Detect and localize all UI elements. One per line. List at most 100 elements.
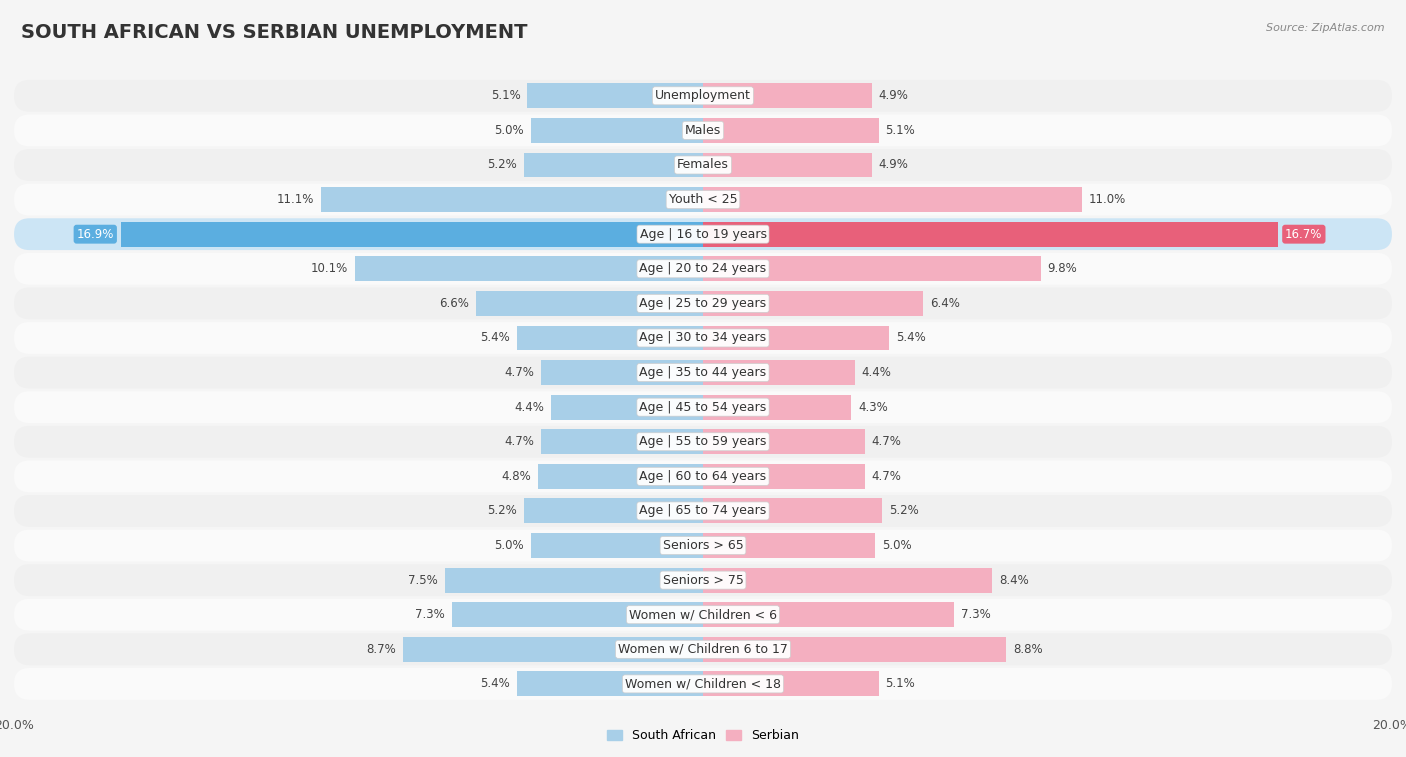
Bar xyxy=(356,257,703,282)
Text: 7.3%: 7.3% xyxy=(962,608,991,621)
Text: 4.7%: 4.7% xyxy=(872,435,901,448)
FancyBboxPatch shape xyxy=(14,288,1392,319)
Text: Age | 60 to 64 years: Age | 60 to 64 years xyxy=(640,470,766,483)
FancyBboxPatch shape xyxy=(14,460,1392,492)
Text: 5.4%: 5.4% xyxy=(481,678,510,690)
Bar xyxy=(551,394,703,419)
Text: 4.9%: 4.9% xyxy=(879,158,908,172)
Bar xyxy=(703,118,879,143)
Text: Age | 25 to 29 years: Age | 25 to 29 years xyxy=(640,297,766,310)
Text: 11.1%: 11.1% xyxy=(277,193,314,206)
Text: 4.7%: 4.7% xyxy=(872,470,901,483)
Text: Age | 16 to 19 years: Age | 16 to 19 years xyxy=(640,228,766,241)
FancyBboxPatch shape xyxy=(14,495,1392,527)
Text: 8.8%: 8.8% xyxy=(1012,643,1043,656)
Text: SOUTH AFRICAN VS SERBIAN UNEMPLOYMENT: SOUTH AFRICAN VS SERBIAN UNEMPLOYMENT xyxy=(21,23,527,42)
Bar xyxy=(703,222,1278,247)
Text: 5.0%: 5.0% xyxy=(882,539,911,552)
Bar xyxy=(703,671,879,696)
FancyBboxPatch shape xyxy=(14,149,1392,181)
Text: Age | 65 to 74 years: Age | 65 to 74 years xyxy=(640,504,766,518)
Text: Females: Females xyxy=(678,158,728,172)
Text: 5.4%: 5.4% xyxy=(481,332,510,344)
Text: 5.1%: 5.1% xyxy=(491,89,520,102)
Bar xyxy=(321,187,703,212)
Text: 5.1%: 5.1% xyxy=(886,678,915,690)
FancyBboxPatch shape xyxy=(14,391,1392,423)
Text: Age | 30 to 34 years: Age | 30 to 34 years xyxy=(640,332,766,344)
Text: Youth < 25: Youth < 25 xyxy=(669,193,737,206)
Text: 5.2%: 5.2% xyxy=(889,504,918,518)
Text: Age | 20 to 24 years: Age | 20 to 24 years xyxy=(640,262,766,276)
Text: 4.8%: 4.8% xyxy=(501,470,531,483)
FancyBboxPatch shape xyxy=(14,184,1392,216)
Bar xyxy=(703,153,872,177)
Text: Source: ZipAtlas.com: Source: ZipAtlas.com xyxy=(1267,23,1385,33)
Bar xyxy=(703,603,955,627)
Text: 5.2%: 5.2% xyxy=(488,504,517,518)
FancyBboxPatch shape xyxy=(14,530,1392,562)
Text: 5.4%: 5.4% xyxy=(896,332,925,344)
FancyBboxPatch shape xyxy=(14,322,1392,354)
Bar xyxy=(444,568,703,593)
FancyBboxPatch shape xyxy=(14,357,1392,388)
Bar xyxy=(703,429,865,454)
Bar xyxy=(524,498,703,523)
Bar xyxy=(475,291,703,316)
Text: 4.4%: 4.4% xyxy=(515,400,544,413)
Text: Women w/ Children < 6: Women w/ Children < 6 xyxy=(628,608,778,621)
Text: 5.2%: 5.2% xyxy=(488,158,517,172)
Text: 7.3%: 7.3% xyxy=(415,608,444,621)
Text: Women w/ Children < 18: Women w/ Children < 18 xyxy=(626,678,780,690)
Bar xyxy=(703,187,1083,212)
Bar xyxy=(517,671,703,696)
Bar xyxy=(703,498,882,523)
FancyBboxPatch shape xyxy=(14,634,1392,665)
Bar xyxy=(531,533,703,558)
Bar xyxy=(121,222,703,247)
Text: 7.5%: 7.5% xyxy=(408,574,437,587)
Text: Women w/ Children 6 to 17: Women w/ Children 6 to 17 xyxy=(619,643,787,656)
Text: Seniors > 75: Seniors > 75 xyxy=(662,574,744,587)
Text: 11.0%: 11.0% xyxy=(1088,193,1126,206)
Bar xyxy=(703,257,1040,282)
Text: 5.0%: 5.0% xyxy=(495,539,524,552)
FancyBboxPatch shape xyxy=(14,599,1392,631)
Bar xyxy=(703,326,889,350)
Text: 4.9%: 4.9% xyxy=(879,89,908,102)
Text: Males: Males xyxy=(685,124,721,137)
Text: 5.1%: 5.1% xyxy=(886,124,915,137)
FancyBboxPatch shape xyxy=(14,80,1392,112)
Bar xyxy=(451,603,703,627)
Text: 5.0%: 5.0% xyxy=(495,124,524,137)
Bar xyxy=(703,83,872,108)
Bar xyxy=(703,568,993,593)
Bar xyxy=(703,291,924,316)
FancyBboxPatch shape xyxy=(14,668,1392,699)
Legend: South African, Serbian: South African, Serbian xyxy=(602,724,804,747)
Bar xyxy=(541,360,703,385)
Text: 8.4%: 8.4% xyxy=(1000,574,1029,587)
FancyBboxPatch shape xyxy=(14,426,1392,458)
Bar xyxy=(541,429,703,454)
Text: 4.7%: 4.7% xyxy=(505,366,534,379)
Bar xyxy=(517,326,703,350)
Text: Unemployment: Unemployment xyxy=(655,89,751,102)
Text: 6.4%: 6.4% xyxy=(931,297,960,310)
Text: 9.8%: 9.8% xyxy=(1047,262,1077,276)
Text: 16.7%: 16.7% xyxy=(1285,228,1323,241)
Text: 4.3%: 4.3% xyxy=(858,400,887,413)
Text: Age | 45 to 54 years: Age | 45 to 54 years xyxy=(640,400,766,413)
Text: Seniors > 65: Seniors > 65 xyxy=(662,539,744,552)
Bar xyxy=(531,118,703,143)
Text: 6.6%: 6.6% xyxy=(439,297,468,310)
Bar xyxy=(703,533,875,558)
Text: 4.7%: 4.7% xyxy=(505,435,534,448)
Bar xyxy=(537,464,703,489)
Bar xyxy=(527,83,703,108)
FancyBboxPatch shape xyxy=(14,218,1392,250)
Bar xyxy=(404,637,703,662)
Text: 4.4%: 4.4% xyxy=(862,366,891,379)
Bar xyxy=(524,153,703,177)
Bar xyxy=(703,360,855,385)
